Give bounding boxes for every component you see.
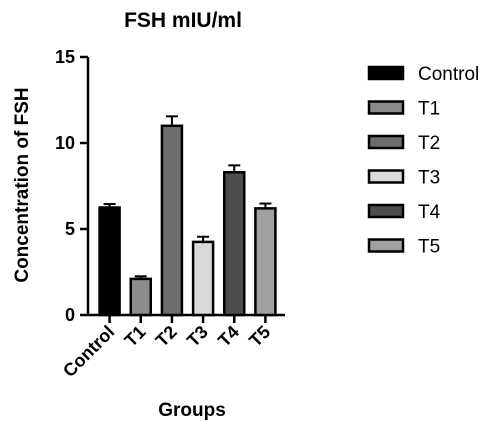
legend-label-t2: T2 [418,133,440,154]
bar-t4 [223,170,246,317]
bar-t1 [129,277,152,317]
bar-control [98,206,121,317]
legend-swatch-t2 [367,134,405,150]
x-tick-label: T5 [245,322,274,351]
legend-swatch-t1 [367,100,405,115]
x-tick-label: T2 [152,322,181,351]
legend-label-t4: T4 [418,202,441,223]
legend-swatch-control [367,65,405,81]
y-tick-label: 10 [55,133,75,153]
legend-swatch-t4 [367,203,405,219]
y-tick-label: 0 [65,305,75,325]
x-tick-label: T4 [214,322,243,351]
legend-swatch-t3 [367,169,405,184]
legend-label-control: Control [418,64,479,85]
chart-title: FSH mIU/ml [124,9,242,32]
x-tick-label: T3 [183,322,212,351]
legend-swatch-t5 [367,238,405,253]
bar-t3 [191,240,215,317]
x-tick-label: T1 [121,322,150,351]
legend-label-t1: T1 [418,99,440,120]
x-axis-title: Groups [158,400,226,421]
y-tick-label: 15 [55,47,75,67]
x-tick-label: Control [59,322,118,381]
y-axis-title: Concentration of FSH [12,87,33,282]
bar-t5 [254,207,277,317]
legend-label-t5: T5 [418,237,440,258]
bar-t2 [160,124,184,317]
y-tick-label: 5 [65,219,75,239]
legend-label-t3: T3 [418,168,440,189]
